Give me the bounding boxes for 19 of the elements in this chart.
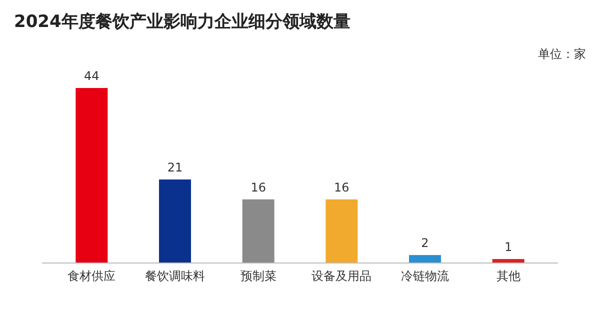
x-tick-label: 食材供应 [68,269,116,283]
x-tick-label: 预制菜 [240,269,276,283]
data-label: 21 [167,160,183,174]
data-label: 16 [250,180,266,194]
x-tick-label: 其他 [496,269,520,283]
x-tick-label: 冷链物流 [401,269,449,283]
bar [242,199,274,263]
data-label: 2 [421,236,429,250]
bar [159,179,191,263]
bar [409,255,441,263]
text: 单位：家 [538,47,586,61]
chart-title: 2024年度餐饮产业影响力企业细分领域数量 [14,12,350,32]
x-tick-label: 设备及用品 [312,269,372,283]
data-label: 16 [334,180,350,194]
bar [326,199,358,263]
x-tick-label: 餐饮调味料 [145,269,205,283]
data-label: 1 [504,240,512,254]
data-label: 44 [84,69,100,83]
bar [76,88,108,263]
